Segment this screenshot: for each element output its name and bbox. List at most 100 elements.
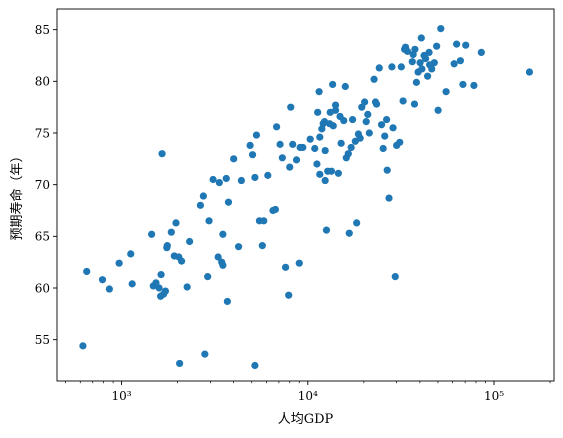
data-point <box>397 63 405 71</box>
data-point <box>411 45 419 53</box>
data-point <box>205 217 213 225</box>
data-point <box>408 58 416 66</box>
data-point <box>403 47 412 55</box>
data-point <box>362 118 370 126</box>
data-point <box>79 342 87 350</box>
y-tick-label: 80 <box>35 75 50 89</box>
data-point <box>425 48 433 57</box>
x-tick-label: 10⁴ <box>298 389 318 403</box>
data-point <box>292 156 301 164</box>
data-point <box>186 237 194 246</box>
data-point <box>434 106 442 114</box>
data-point <box>209 175 217 184</box>
data-point <box>459 80 467 89</box>
data-point <box>356 134 364 142</box>
x-axis: 10³ 10⁴ 10⁵ <box>65 381 551 403</box>
data-point <box>152 279 160 287</box>
data-point <box>370 75 378 83</box>
data-point <box>251 361 259 370</box>
data-point <box>271 205 279 214</box>
data-point <box>115 259 123 267</box>
data-point <box>163 242 171 250</box>
data-point <box>340 117 348 125</box>
data-point <box>258 242 266 250</box>
data-point <box>418 65 426 73</box>
data-point <box>389 124 397 132</box>
data-point <box>329 80 337 89</box>
data-point <box>105 285 113 293</box>
data-point <box>399 97 407 105</box>
data-point <box>316 170 324 178</box>
data-point <box>246 141 254 149</box>
data-point <box>295 259 303 267</box>
data-point <box>223 297 231 306</box>
data-point <box>417 34 425 42</box>
data-point <box>276 140 284 148</box>
data-point <box>286 163 294 171</box>
y-axis: 55 60 65 70 75 80 85 <box>35 23 57 347</box>
data-point <box>222 174 230 183</box>
data-point <box>177 257 186 265</box>
data-point <box>215 179 223 187</box>
data-point <box>377 121 386 129</box>
data-point <box>214 253 222 261</box>
data-point <box>201 350 209 358</box>
data-point <box>430 59 438 67</box>
data-point <box>273 123 281 131</box>
data-point <box>204 273 212 281</box>
data-point <box>148 230 156 238</box>
data-point <box>252 131 261 139</box>
data-point <box>260 217 268 225</box>
data-point <box>287 103 295 111</box>
data-point <box>329 122 337 130</box>
data-point <box>299 143 307 152</box>
data-point <box>285 291 293 299</box>
data-point <box>196 201 204 209</box>
data-point <box>477 48 485 57</box>
data-point <box>289 140 297 148</box>
data-point <box>372 100 381 108</box>
data-point <box>158 150 166 158</box>
data-point <box>412 78 420 86</box>
data-point <box>98 276 107 284</box>
data-point <box>437 25 445 33</box>
data-point <box>315 88 323 96</box>
data-point <box>251 173 259 182</box>
y-axis-label: 预期寿命（年） <box>9 149 25 240</box>
data-point <box>331 101 340 109</box>
data-point <box>313 160 321 168</box>
data-point <box>353 219 361 227</box>
data-point <box>345 229 353 237</box>
data-point <box>450 60 458 68</box>
data-point <box>470 81 478 90</box>
data-point <box>128 280 136 288</box>
data-point <box>155 284 163 292</box>
data-point <box>321 176 329 185</box>
data-point <box>278 154 286 162</box>
data-point <box>219 261 227 269</box>
data-point <box>379 144 387 153</box>
data-point <box>344 150 352 158</box>
data-point <box>327 167 336 175</box>
data-point <box>234 243 243 251</box>
data-point <box>442 88 450 96</box>
data-point <box>424 72 432 80</box>
data-point <box>237 176 245 185</box>
data-point <box>385 194 393 202</box>
data-point <box>433 42 441 50</box>
points-layer <box>79 25 534 370</box>
y-tick-label: 85 <box>35 23 50 37</box>
data-point <box>176 359 184 368</box>
data-point <box>383 166 391 174</box>
data-point <box>421 55 430 63</box>
x-axis-label: 人均GDP <box>278 412 334 427</box>
data-point <box>183 283 191 291</box>
data-point <box>264 171 272 179</box>
data-point <box>347 143 355 152</box>
data-point <box>361 98 369 106</box>
data-point <box>525 68 534 76</box>
data-point <box>453 40 461 48</box>
plot-frame <box>56 8 555 382</box>
y-tick-label: 55 <box>35 333 50 347</box>
data-point <box>230 155 238 163</box>
